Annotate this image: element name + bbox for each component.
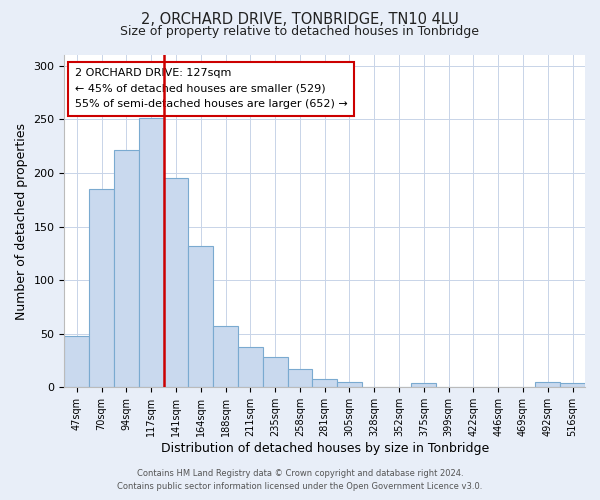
Bar [263, 358, 287, 388]
Bar [139, 118, 164, 388]
Text: 2 ORCHARD DRIVE: 127sqm
← 45% of detached houses are smaller (529)
55% of semi-d: 2 ORCHARD DRIVE: 127sqm ← 45% of detache… [75, 68, 347, 110]
Bar [535, 382, 560, 388]
Bar [164, 178, 188, 388]
Bar [560, 383, 585, 388]
Bar [114, 150, 139, 388]
Text: Size of property relative to detached houses in Tonbridge: Size of property relative to detached ho… [121, 25, 479, 38]
Y-axis label: Number of detached properties: Number of detached properties [15, 122, 28, 320]
Text: Contains HM Land Registry data © Crown copyright and database right 2024.
Contai: Contains HM Land Registry data © Crown c… [118, 469, 482, 491]
Bar [238, 346, 263, 388]
Bar [412, 383, 436, 388]
Text: 2, ORCHARD DRIVE, TONBRIDGE, TN10 4LU: 2, ORCHARD DRIVE, TONBRIDGE, TN10 4LU [141, 12, 459, 28]
X-axis label: Distribution of detached houses by size in Tonbridge: Distribution of detached houses by size … [161, 442, 489, 455]
Bar [64, 336, 89, 388]
Bar [213, 326, 238, 388]
Bar [337, 382, 362, 388]
Bar [188, 246, 213, 388]
Bar [287, 369, 313, 388]
Bar [89, 189, 114, 388]
Bar [313, 379, 337, 388]
